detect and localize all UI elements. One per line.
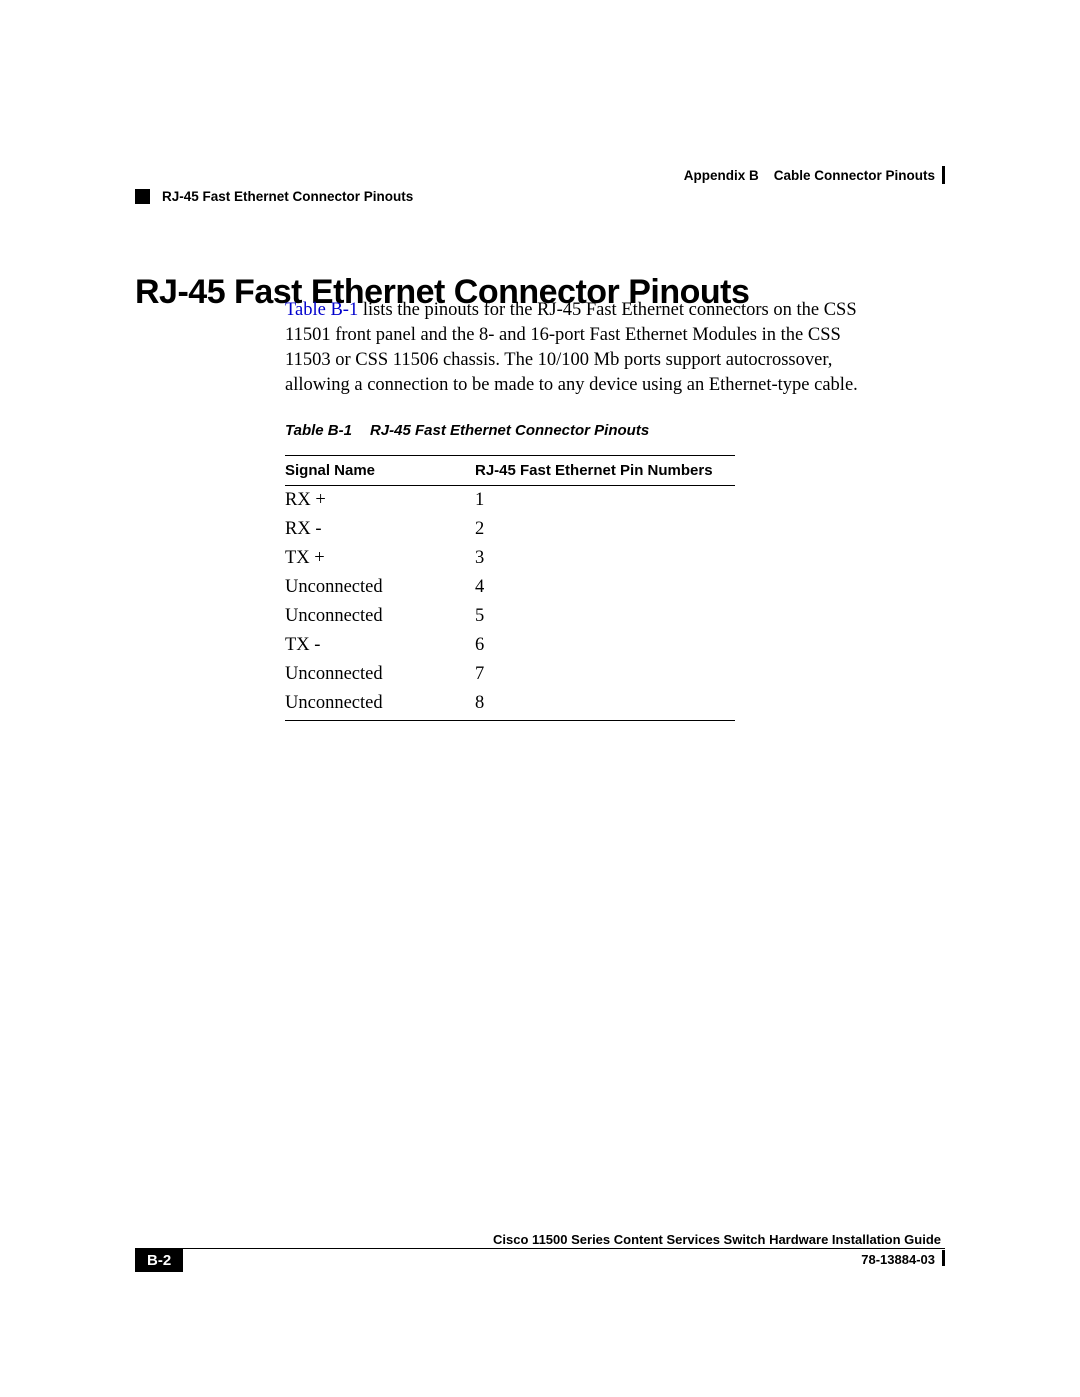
table-row: Unconnected8	[285, 689, 735, 721]
table-caption: Table B-1 RJ-45 Fast Ethernet Connector P…	[285, 422, 649, 439]
page-header: Appendix B Cable Connector Pinouts RJ-45…	[135, 168, 945, 204]
cell-pin: 7	[475, 660, 735, 689]
cell-pin: 6	[475, 631, 735, 660]
table-row: RX +1	[285, 486, 735, 516]
body-paragraph: Table B-1 lists the pinouts for the RJ-4…	[285, 298, 880, 398]
page-number-badge: B-2	[135, 1249, 183, 1272]
cell-signal: Unconnected	[285, 689, 475, 721]
appendix-label: Appendix B	[684, 168, 759, 183]
table-row: TX -6	[285, 631, 735, 660]
footer-guide-title: Cisco 11500 Series Content Services Swit…	[135, 1232, 945, 1249]
cell-signal: RX +	[285, 486, 475, 516]
column-header-signal: Signal Name	[285, 456, 475, 486]
cell-pin: 5	[475, 602, 735, 631]
header-right: Appendix B Cable Connector Pinouts	[135, 168, 945, 183]
table-row: Unconnected7	[285, 660, 735, 689]
page-footer: Cisco 11500 Series Content Services Swit…	[135, 1232, 945, 1272]
cell-signal: Unconnected	[285, 602, 475, 631]
doc-number-bar-icon	[942, 1250, 945, 1266]
cell-pin: 2	[475, 515, 735, 544]
table-header-row: Signal Name RJ-45 Fast Ethernet Pin Numb…	[285, 456, 735, 486]
header-right-bar-icon	[942, 166, 945, 184]
footer-bottom-row: B-2 78-13884-03	[135, 1249, 945, 1272]
table-row: TX +3	[285, 544, 735, 573]
cell-signal: TX -	[285, 631, 475, 660]
table-row: Unconnected4	[285, 573, 735, 602]
cell-pin: 3	[475, 544, 735, 573]
cell-signal: Unconnected	[285, 660, 475, 689]
section-marker-icon	[135, 189, 150, 204]
table-caption-title: RJ-45 Fast Ethernet Connector Pinouts	[370, 422, 649, 439]
header-left-row: RJ-45 Fast Ethernet Connector Pinouts	[135, 189, 945, 204]
cell-pin: 4	[475, 573, 735, 602]
table-caption-number: Table B-1	[285, 422, 352, 439]
column-header-pin: RJ-45 Fast Ethernet Pin Numbers	[475, 456, 735, 486]
table-row: Unconnected5	[285, 602, 735, 631]
cell-pin: 8	[475, 689, 735, 721]
table-body: RX +1 RX -2 TX +3 Unconnected4 Unconnect…	[285, 486, 735, 721]
cell-signal: TX +	[285, 544, 475, 573]
cell-signal: RX -	[285, 515, 475, 544]
page: Appendix B Cable Connector Pinouts RJ-45…	[0, 0, 1080, 1397]
cell-pin: 1	[475, 486, 735, 516]
cell-signal: Unconnected	[285, 573, 475, 602]
body-text-rest: lists the pinouts for the RJ-45 Fast Eth…	[285, 300, 858, 395]
table-row: RX -2	[285, 515, 735, 544]
appendix-title: Cable Connector Pinouts	[774, 168, 935, 183]
pinout-table: Signal Name RJ-45 Fast Ethernet Pin Numb…	[285, 455, 735, 721]
document-number: 78-13884-03	[861, 1249, 945, 1267]
section-title: RJ-45 Fast Ethernet Connector Pinouts	[162, 189, 413, 204]
table-reference-link[interactable]: Table B-1	[285, 300, 358, 320]
document-number-text: 78-13884-03	[861, 1252, 935, 1267]
